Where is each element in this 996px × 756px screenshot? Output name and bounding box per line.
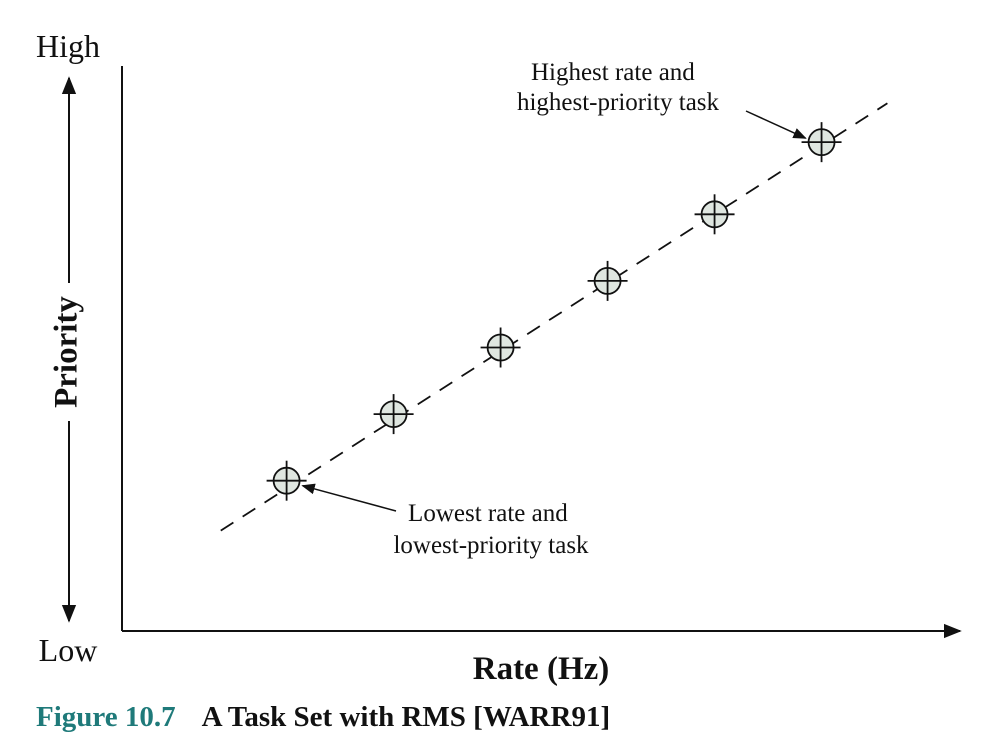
annotation-lowest-line-2: lowest-priority task: [393, 532, 589, 559]
annotation-highest-line-2: highest-priority task: [517, 89, 720, 116]
x-axis-label: Rate (Hz): [473, 651, 610, 687]
y-high-label: High: [36, 28, 100, 64]
annotation-lowest-text: Lowest rate and lowest-priority task: [393, 500, 589, 559]
annotation-highest-text: Highest rate and highest-priority task: [517, 59, 720, 116]
data-point-3: [480, 327, 521, 368]
trend-line: [220, 102, 888, 532]
annotation-lowest-arrow: [301, 483, 397, 512]
data-point-5: [694, 194, 735, 235]
y-axis-label: Priority: [49, 296, 85, 408]
annotation-highest-arrow: [745, 110, 807, 139]
annotation-highest-line-1: Highest rate and: [531, 59, 695, 86]
data-point-4: [587, 260, 628, 301]
data-point-6: [801, 122, 842, 163]
data-point-2: [373, 394, 414, 435]
figure-title: A Task Set with RMS [WARR91]: [201, 701, 611, 733]
figure-number: Figure 10.7: [36, 701, 176, 733]
data-point-1: [266, 460, 307, 501]
y-low-label: Low: [39, 632, 98, 668]
annotation-lowest-line-1: Lowest rate and: [408, 500, 568, 527]
figure-caption: Figure 10.7 A Task Set with RMS [WARR91]: [36, 701, 610, 734]
data-points: [266, 122, 842, 501]
